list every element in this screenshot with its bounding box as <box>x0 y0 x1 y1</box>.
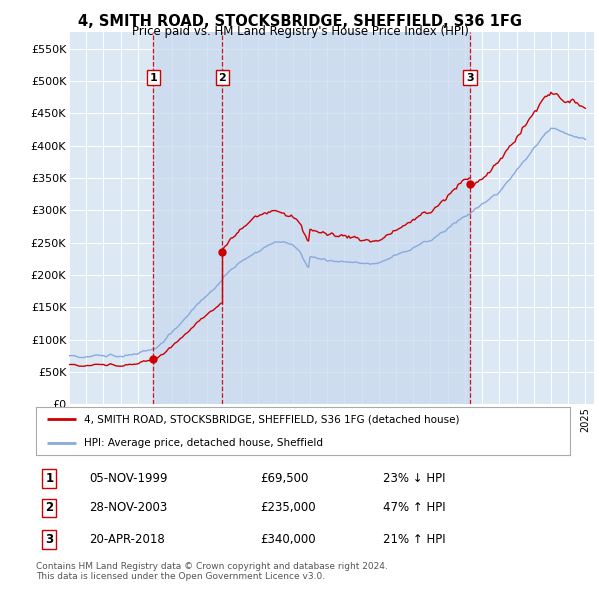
Text: 2: 2 <box>45 502 53 514</box>
Text: 1: 1 <box>149 73 157 83</box>
Bar <box>154 32 470 404</box>
Text: 20-APR-2018: 20-APR-2018 <box>89 533 165 546</box>
Text: HPI: Average price, detached house, Sheffield: HPI: Average price, detached house, Shef… <box>84 438 323 448</box>
Text: 4, SMITH ROAD, STOCKSBRIDGE, SHEFFIELD, S36 1FG: 4, SMITH ROAD, STOCKSBRIDGE, SHEFFIELD, … <box>78 14 522 29</box>
Text: £69,500: £69,500 <box>260 472 308 485</box>
Text: 47% ↑ HPI: 47% ↑ HPI <box>383 502 446 514</box>
Text: 4, SMITH ROAD, STOCKSBRIDGE, SHEFFIELD, S36 1FG (detached house): 4, SMITH ROAD, STOCKSBRIDGE, SHEFFIELD, … <box>84 414 460 424</box>
Text: 05-NOV-1999: 05-NOV-1999 <box>89 472 168 485</box>
Text: £340,000: £340,000 <box>260 533 316 546</box>
Text: £235,000: £235,000 <box>260 502 316 514</box>
Text: 23% ↓ HPI: 23% ↓ HPI <box>383 472 446 485</box>
Text: 3: 3 <box>466 73 474 83</box>
Text: 28-NOV-2003: 28-NOV-2003 <box>89 502 167 514</box>
Text: Price paid vs. HM Land Registry's House Price Index (HPI): Price paid vs. HM Land Registry's House … <box>131 25 469 38</box>
Text: Contains HM Land Registry data © Crown copyright and database right 2024.
This d: Contains HM Land Registry data © Crown c… <box>36 562 388 581</box>
Text: 21% ↑ HPI: 21% ↑ HPI <box>383 533 446 546</box>
Text: 2: 2 <box>218 73 226 83</box>
Text: 3: 3 <box>45 533 53 546</box>
Text: 1: 1 <box>45 472 53 485</box>
